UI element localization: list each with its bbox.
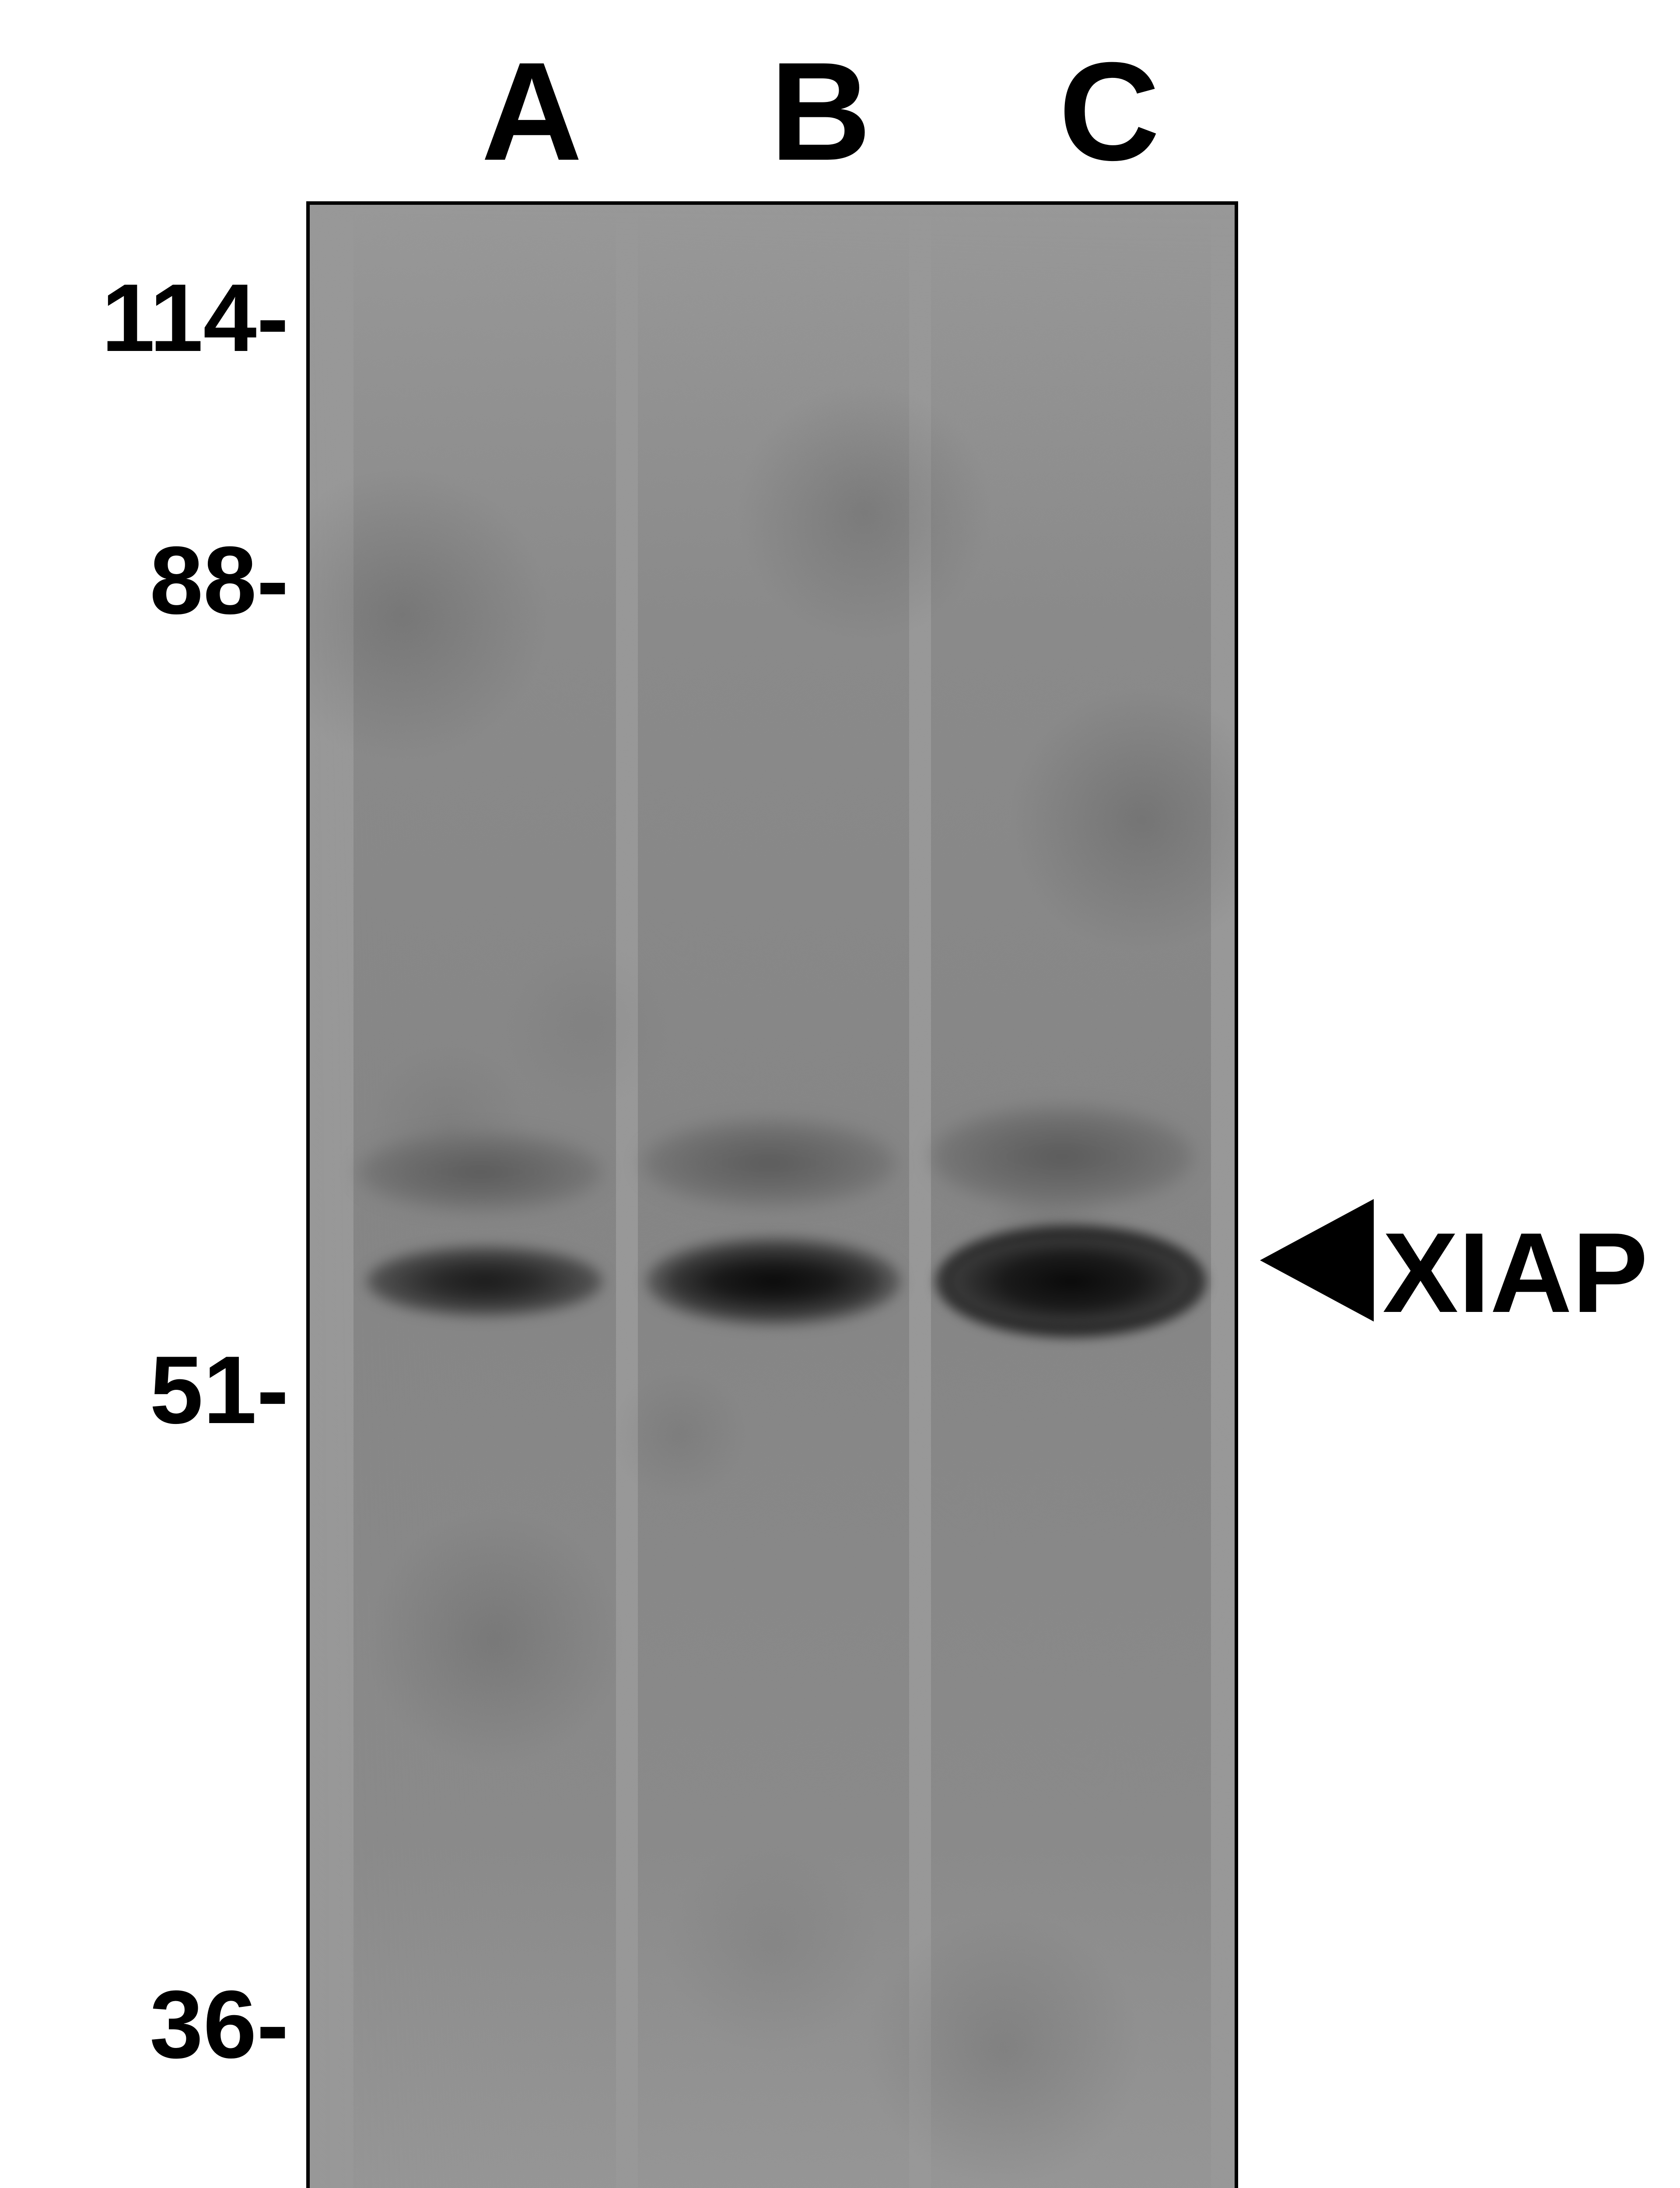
mw-marker-51: 51- <box>9 1335 289 1445</box>
xiap-arrow-icon <box>1260 1199 1374 1324</box>
band-b-xiap-core <box>668 1251 878 1312</box>
western-blot-figure: A B C 114- 88- 51- 36- XIAP <box>0 0 1680 2188</box>
mw-marker-88: 88- <box>9 525 289 636</box>
band-b-upper <box>642 1119 896 1207</box>
blot-membrane <box>306 201 1238 2188</box>
band-a-upper <box>358 1133 603 1211</box>
mw-marker-36: 36- <box>9 1969 289 2080</box>
band-c-upper <box>931 1106 1194 1207</box>
band-c-xiap-core <box>953 1238 1189 1325</box>
band-a-xiap <box>367 1246 603 1316</box>
lane-label-c: C <box>1059 31 1160 192</box>
mw-marker-114: 114- <box>9 263 289 373</box>
lane-label-a: A <box>481 31 582 192</box>
xiap-protein-label: XIAP <box>1382 1208 1648 1339</box>
lane-label-b: B <box>770 31 871 192</box>
